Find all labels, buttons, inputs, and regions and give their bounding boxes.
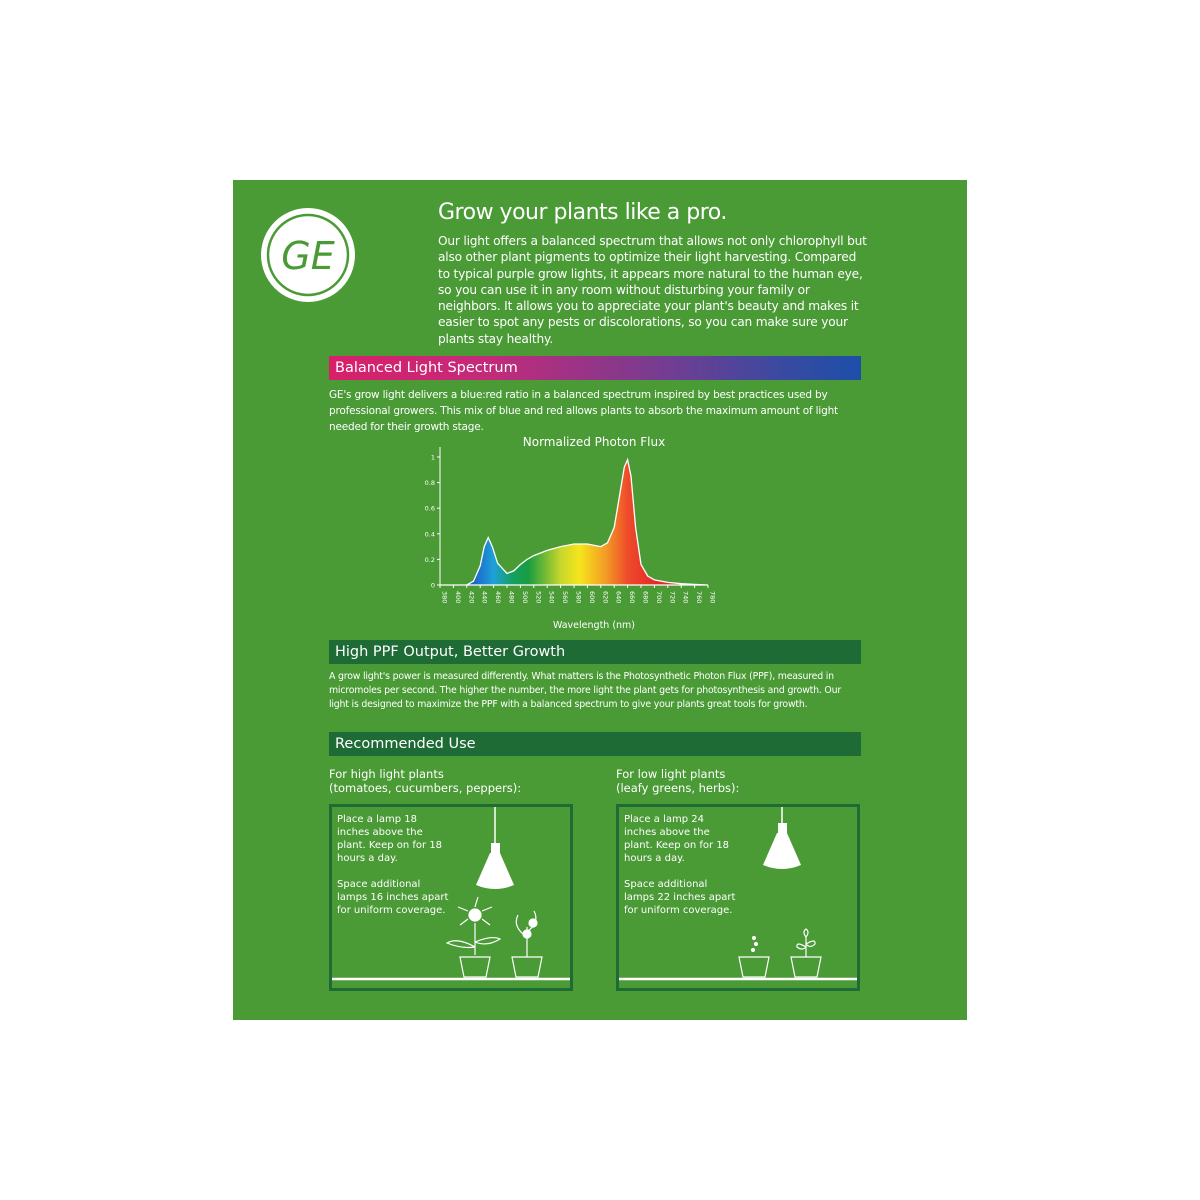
recommended-use-heading: Recommended Use <box>329 732 861 756</box>
x-tick-label: 700 <box>655 591 663 603</box>
low-light-instructions: Place a lamp 24 inches above the plant. … <box>624 813 739 917</box>
high-light-distance: Place a lamp 18 inches above the plant. … <box>337 814 443 864</box>
x-tick-label: 780 <box>709 591 717 603</box>
y-tick-label: 0.8 <box>425 479 435 487</box>
low-light-spacing: Space additional lamps 22 inches apart f… <box>624 879 736 916</box>
low-light-box: Place a lamp 24 inches above the plant. … <box>616 804 860 991</box>
high-light-instructions: Place a lamp 18 inches above the plant. … <box>337 813 452 917</box>
x-axis-label: Wavelength (nm) <box>553 620 635 631</box>
ppf-heading: High PPF Output, Better Growth <box>329 640 861 664</box>
chart-title: Normalized Photon Flux <box>523 435 665 449</box>
flower-plant-icon <box>445 896 543 978</box>
intro-text: Our light offers a balanced spectrum tha… <box>438 234 867 346</box>
lamp-icon <box>491 843 500 853</box>
x-tick-label: 680 <box>642 591 650 603</box>
low-light-label: For low light plants (leafy greens, herb… <box>616 767 739 795</box>
x-tick-label: 620 <box>601 591 609 603</box>
high-light-label: For high light plants (tomatoes, cucumbe… <box>329 767 521 795</box>
seedling-icon <box>738 928 822 978</box>
y-tick-label: 0 <box>431 582 435 590</box>
y-tick-label: 0.2 <box>425 556 435 564</box>
y-tick-label: 0.4 <box>425 530 435 538</box>
high-light-examples: (tomatoes, cucumbers, peppers): <box>329 781 522 795</box>
ppf-text: A grow light's power is measured differe… <box>329 671 842 710</box>
y-tick-label: 0.6 <box>425 505 435 513</box>
x-tick-label: 720 <box>668 591 676 603</box>
ge-logo: GE <box>261 208 355 302</box>
spectrum-area <box>440 457 709 586</box>
low-light-distance: Place a lamp 24 inches above the plant. … <box>624 814 730 864</box>
lamp-icon <box>778 823 787 833</box>
x-tick-label: 640 <box>615 591 623 603</box>
lamp-and-plants-illustration <box>332 807 570 981</box>
spectrum-text: GE's grow light delivers a blue:red rati… <box>329 389 838 433</box>
y-tick-label: 1 <box>431 454 435 462</box>
x-tick-label: 420 <box>467 591 475 603</box>
x-tick-label: 560 <box>561 591 569 603</box>
x-tick-label: 740 <box>682 591 690 603</box>
high-light-spacing: Space additional lamps 16 inches apart f… <box>337 879 449 916</box>
x-tick-label: 480 <box>508 591 516 603</box>
x-tick-label: 400 <box>454 591 462 603</box>
x-tick-label: 440 <box>481 591 489 603</box>
page-title: Grow your plants like a pro. <box>438 200 727 225</box>
x-tick-label: 660 <box>628 591 636 603</box>
high-light-box: Place a lamp 18 inches above the plant. … <box>329 804 573 991</box>
low-light-title: For low light plants <box>616 767 726 781</box>
x-tick-label: 460 <box>494 591 502 603</box>
lamp-and-seedlings-illustration <box>619 807 857 981</box>
high-light-title: For high light plants <box>329 767 444 781</box>
svg-text:GE: GE <box>281 234 334 278</box>
package-panel: GE Grow your plants like a pro. Our ligh… <box>233 180 967 1020</box>
x-tick-label: 540 <box>548 591 556 603</box>
spectrum-heading: Balanced Light Spectrum <box>329 356 861 380</box>
photon-flux-chart: Normalized Photon Flux 0 0.2 0.4 0.6 0.8 1 380… <box>425 435 717 631</box>
x-tick-label: 520 <box>534 591 542 603</box>
x-tick-label: 500 <box>521 591 529 603</box>
low-light-examples: (leafy greens, herbs): <box>616 781 740 795</box>
x-tick-label: 760 <box>695 591 703 603</box>
x-tick-label: 600 <box>588 591 596 603</box>
x-tick-label: 380 <box>441 591 449 603</box>
x-tick-label: 580 <box>575 591 583 603</box>
